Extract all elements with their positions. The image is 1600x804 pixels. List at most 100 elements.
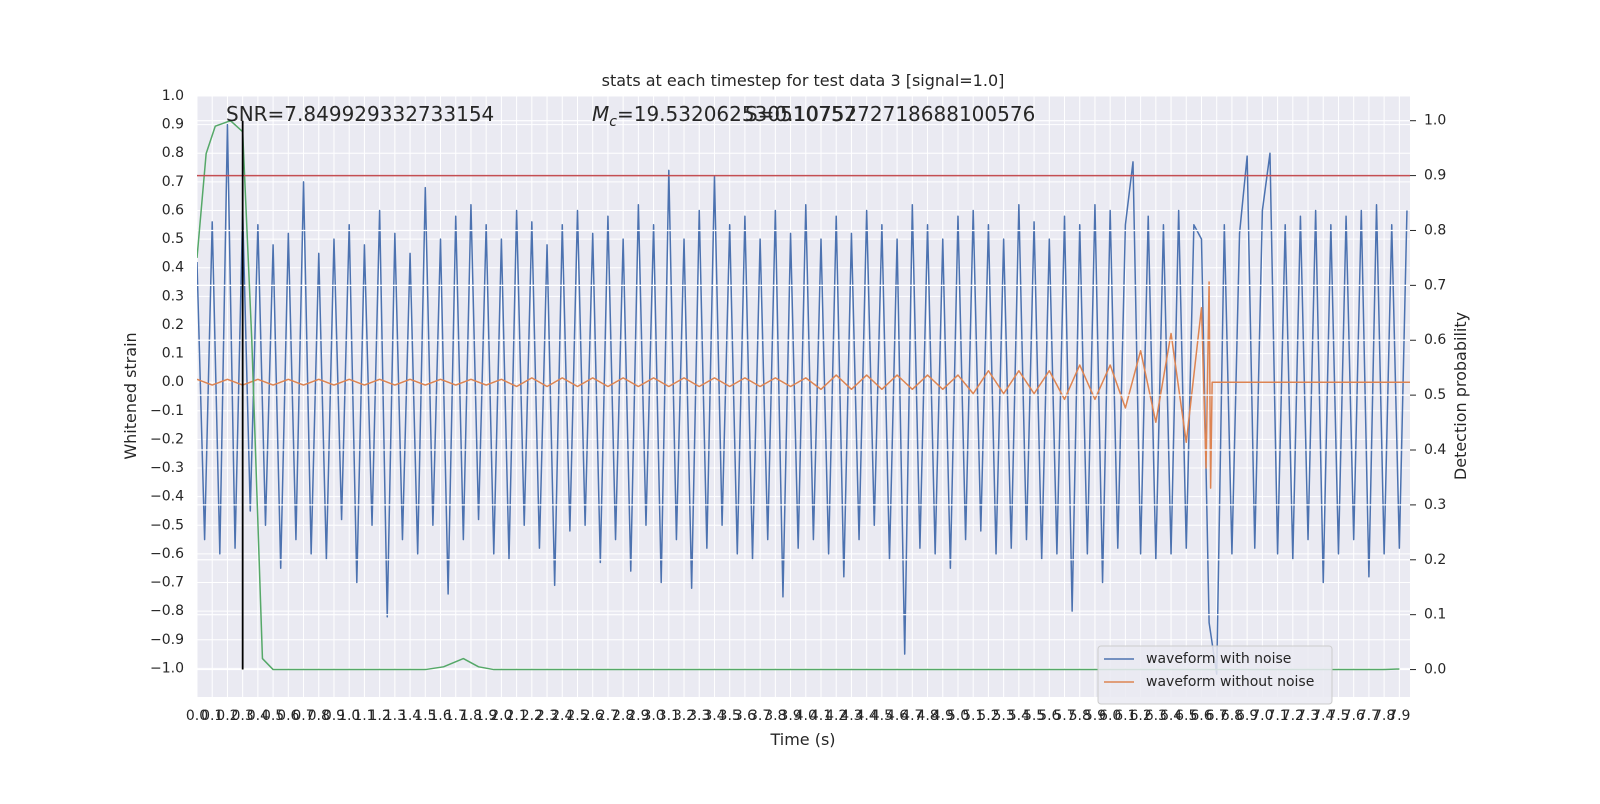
x-tick-label: 1.1 [353, 708, 375, 724]
x-tick-label: 4.1 [810, 708, 832, 724]
x-tick-label: 5.2 [977, 708, 999, 724]
x-tick-label: 5.6 [1038, 708, 1060, 724]
x-tick-label: 4.9 [932, 708, 954, 724]
x-tick-label: 6.7 [1206, 708, 1228, 724]
x-tick-label: 4.5 [871, 708, 893, 724]
x-tick-label: 0.1 [201, 708, 223, 724]
x-tick-label: 3.0 [642, 708, 664, 724]
y2-tick-label: 0.3 [1424, 497, 1446, 513]
x-tick-label: 3.3 [688, 708, 710, 724]
x-tick-label: 1.5 [414, 708, 436, 724]
x-tick-label: 5.8 [1069, 708, 1091, 724]
x-tick-label: 0.6 [277, 708, 299, 724]
x-tick-label: 0.0 [186, 708, 208, 724]
x-tick-label: 6.3 [1145, 708, 1167, 724]
y-tick-label: −0.5 [150, 517, 184, 533]
x-tick-label: 2.0 [490, 708, 512, 724]
x-tick-label: 3.2 [673, 708, 695, 724]
x-tick-label: 4.0 [795, 708, 817, 724]
x-tick-label: 3.4 [703, 708, 725, 724]
x-tick-label: 1.6 [429, 708, 451, 724]
y2-tick-label: 0.7 [1424, 277, 1446, 293]
x-tick-label: 0.3 [232, 708, 254, 724]
y2-tick-label: 0.1 [1424, 607, 1446, 623]
x-tick-label: 2.6 [582, 708, 604, 724]
x-tick-label: 6.9 [1236, 708, 1258, 724]
x-tick-label: 3.5 [719, 708, 741, 724]
x-tick-label: 3.8 [764, 708, 786, 724]
y-axis-label: Whitened strain [121, 332, 140, 459]
x-tick-label: 3.7 [749, 708, 771, 724]
y2-tick-label: 1.0 [1424, 113, 1446, 129]
y-tick-label: −0.1 [150, 403, 184, 419]
x-tick-label: 2.1 [505, 708, 527, 724]
y-tick-label: 1.0 [162, 88, 184, 104]
y-tick-label: −0.7 [150, 575, 184, 591]
legend: waveform with noise waveform without nois… [1097, 645, 1333, 705]
annotation: Mc=19.532062530510757 [592, 102, 856, 130]
x-tick-label: 1.4 [399, 708, 421, 724]
x-tick-label: 1.8 [460, 708, 482, 724]
x-tick-label: 7.9 [1388, 708, 1410, 724]
x-tick-label: 0.5 [262, 708, 284, 724]
annotation-text: =19.532062530510757 [617, 102, 856, 126]
x-tick-label: 3.6 [734, 708, 756, 724]
legend-label: waveform without noise [1146, 674, 1314, 690]
x-tick-label: 0.7 [292, 708, 314, 724]
x-tick-label: 0.9 [323, 708, 345, 724]
y-tick-label: 0.8 [162, 145, 184, 161]
x-tick-label: 0.2 [216, 708, 238, 724]
x-tick-label: 6.8 [1221, 708, 1243, 724]
y-tick-label: −0.6 [150, 546, 184, 562]
x-tick-label: 6.1 [1114, 708, 1136, 724]
x-tick-label: 1.7 [445, 708, 467, 724]
x-tick-label: 5.7 [1053, 708, 1075, 724]
y-tick-label: 0.4 [162, 260, 184, 276]
y-tick-label: −1.0 [150, 660, 184, 676]
x-tick-label: 6.6 [1190, 708, 1212, 724]
x-tick-label: 5.3 [993, 708, 1015, 724]
x-tick-label: 1.2 [369, 708, 391, 724]
x-tick-label: 5.5 [1023, 708, 1045, 724]
annotation-text: S=0.1075272718688100576 [745, 102, 1035, 126]
x-tick-label: 3.9 [779, 708, 801, 724]
x-tick-label: 1.0 [338, 708, 360, 724]
x-tick-label: 4.6 [886, 708, 908, 724]
annotation-symbol: M [592, 102, 609, 126]
x-tick-label: 4.2 [825, 708, 847, 724]
y-tick-label: 0.0 [162, 374, 184, 390]
x-tick-label: 0.8 [308, 708, 330, 724]
y2-tick-label: 0.4 [1424, 442, 1446, 458]
x-tick-label: 2.5 [566, 708, 588, 724]
series-line [197, 281, 1410, 489]
x-tick-label: 5.1 [962, 708, 984, 724]
x-tick-label: 4.3 [840, 708, 862, 724]
x-tick-label: 2.4 [551, 708, 573, 724]
x-tick-label: 2.9 [627, 708, 649, 724]
x-tick-label: 7.1 [1266, 708, 1288, 724]
x-tick-label: 4.7 [901, 708, 923, 724]
y-tick-label: 0.2 [162, 317, 184, 333]
y-tick-label: 0.5 [162, 231, 184, 247]
y-tick-label: −0.9 [150, 632, 184, 648]
y2-tick-label: 0.5 [1424, 387, 1446, 403]
x-tick-label: 2.7 [597, 708, 619, 724]
x-tick-label: 2.3 [536, 708, 558, 724]
annotation-text: SNR=7.849929332733154 [226, 102, 494, 126]
y-tick-label: 0.7 [162, 174, 184, 190]
y-tick-label: 0.1 [162, 346, 184, 362]
y2-tick-label: 0.0 [1424, 662, 1446, 678]
x-tick-label: 2.2 [521, 708, 543, 724]
ticks: 0.00.10.20.30.40.50.60.70.80.91.01.11.21… [150, 88, 1446, 724]
y2-tick-label: 0.8 [1424, 222, 1446, 238]
x-tick-label: 7.4 [1312, 708, 1334, 724]
x-tick-label: 1.3 [384, 708, 406, 724]
y2-tick-label: 0.2 [1424, 552, 1446, 568]
x-tick-label: 6.4 [1160, 708, 1182, 724]
x-tick-label: 5.0 [947, 708, 969, 724]
legend-label: waveform with noise [1146, 651, 1291, 667]
x-tick-label: 7.8 [1373, 708, 1395, 724]
y-tick-label: 0.6 [162, 202, 184, 218]
